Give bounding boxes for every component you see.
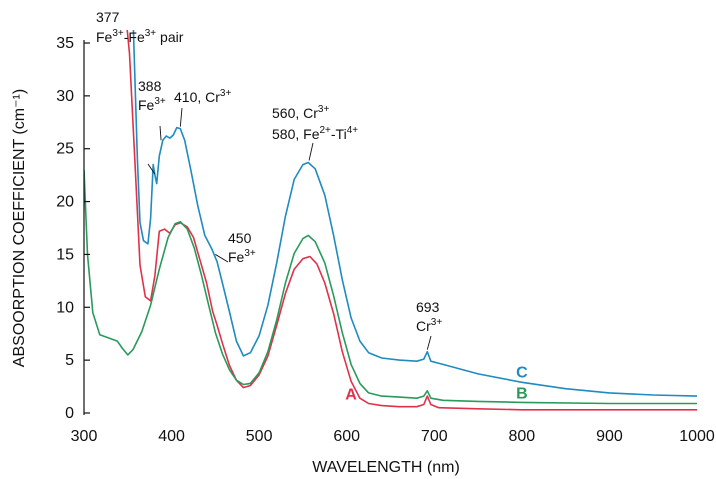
series-line-C xyxy=(132,30,698,397)
annotation-leader xyxy=(308,142,314,161)
annotation-leader xyxy=(426,335,432,350)
y-tick-label: 25 xyxy=(56,141,74,158)
annotation-text: 388 xyxy=(138,78,162,94)
annotations-group: A BC 377 Fe3+-Fe3+ pair 388 Fe3+ 410, Cr3+ 450 F… xyxy=(96,9,528,403)
annotation-text: 560, Cr3+ xyxy=(272,104,329,121)
axis-titles-group: WAVELENGTH (nm) ABSOORPTION COEFFICIENT … xyxy=(11,89,460,476)
annotation-a560: 560, Cr3+ 580, Fe2+-Ti4+ xyxy=(272,104,358,161)
x-tick-label: 900 xyxy=(596,428,623,445)
annotation-text: 377 xyxy=(96,9,120,25)
y-tick-label: 35 xyxy=(56,35,74,52)
y-tick-label: 15 xyxy=(56,246,74,263)
x-tick-label: 500 xyxy=(246,428,273,445)
series-label-C: C xyxy=(516,364,528,381)
annotation-text: 693 xyxy=(416,299,440,315)
annotation-text: Cr3+ xyxy=(416,317,442,334)
y-tick-label: 20 xyxy=(56,194,74,211)
annotation-a377: 377 Fe3+-Fe3+ pair xyxy=(96,9,184,175)
y-tick-label: 10 xyxy=(56,299,74,316)
y-tick-label: 30 xyxy=(56,88,74,105)
annotation-text: 580, Fe2+-Ti4+ xyxy=(272,125,358,142)
annotation-text: 410, Cr3+ xyxy=(174,88,231,105)
y-tick-label: 0 xyxy=(65,405,74,422)
x-tick-label: 800 xyxy=(509,428,536,445)
plot-series-group xyxy=(84,30,698,411)
y-tick-label: 5 xyxy=(65,352,74,369)
y-axis-title: ABSOORPTION COEFFICIENT (cm⁻¹) xyxy=(11,89,28,367)
series-label-B: B xyxy=(516,385,528,402)
annotation-a693: 693 Cr3+ xyxy=(416,299,442,350)
ticks-group: 300 400 500 600 700 800 900 1000 0 5 10 15 20 25 30 35 xyxy=(56,35,715,445)
annotation-leader xyxy=(179,107,183,127)
annotation-text: Fe3+ xyxy=(138,96,166,113)
series-line-B xyxy=(84,169,697,405)
annotation-text: 450 xyxy=(228,230,252,246)
x-tick-label: 700 xyxy=(421,428,448,445)
annotation-leader xyxy=(215,254,229,263)
annotation-text: Fe3+ xyxy=(228,248,256,265)
x-tick-label: 1000 xyxy=(679,428,715,445)
x-tick-label: 400 xyxy=(158,428,185,445)
annotation-a388: 388 Fe3+ xyxy=(138,78,166,141)
annotation-leader xyxy=(147,163,156,175)
x-tick-label: 600 xyxy=(333,428,360,445)
annotation-text: Fe3+-Fe3+ pair xyxy=(96,28,184,45)
series-line-A xyxy=(126,30,697,411)
annotation-a450: 450 Fe3+ xyxy=(215,230,256,265)
x-tick-label: 300 xyxy=(71,428,98,445)
annotation-a410: 410, Cr3+ xyxy=(174,88,231,127)
annotation-leader xyxy=(159,125,162,141)
x-axis-title: WAVELENGTH (nm) xyxy=(312,459,460,476)
series-label-A: A xyxy=(345,386,357,403)
